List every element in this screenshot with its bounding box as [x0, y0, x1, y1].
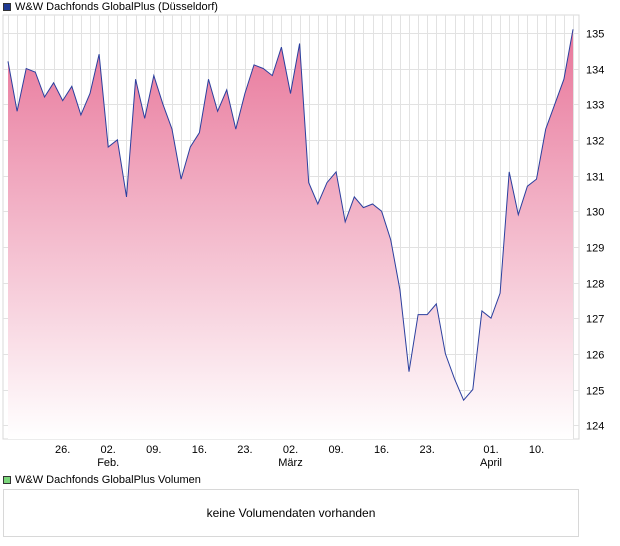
price-area-fill [8, 29, 573, 440]
x-tick-label: 16. [374, 444, 389, 456]
y-tick-label: 127 [586, 314, 604, 326]
price-legend: W&W Dachfonds GlobalPlus (Düsseldorf) [3, 0, 218, 14]
price-series-line [7, 29, 574, 402]
x-tick-label: 09. [146, 444, 161, 456]
y-tick-label: 129 [586, 243, 604, 255]
volume-empty-message: keine Volumendaten vorhanden [206, 506, 376, 520]
x-tick-label: 09. [328, 444, 343, 456]
price-legend-swatch [3, 3, 11, 11]
x-tick-label: 10. [529, 444, 544, 456]
x-tick-label: 16. [192, 444, 207, 456]
price-legend-label: W&W Dachfonds GlobalPlus (Düsseldorf) [15, 1, 218, 13]
x-tick-label: 23. [420, 444, 435, 456]
y-tick-label: 125 [586, 386, 604, 398]
y-tick-label: 126 [586, 350, 604, 362]
x-tick-month-label: April [480, 457, 502, 469]
y-tick-label: 131 [586, 172, 604, 184]
x-tick-label: 02. [283, 444, 298, 456]
x-tick-month-label: März [278, 457, 302, 469]
x-tick-label: 01. [483, 444, 498, 456]
y-axis-labels: 124 125 126 127 128 129 130 131 132 133 134 135 [586, 29, 604, 433]
y-tick-label: 128 [586, 279, 604, 291]
volume-panel: keine Volumendaten vorhanden [3, 489, 579, 537]
x-tick-label: 23. [237, 444, 252, 456]
volume-legend: W&W Dachfonds GlobalPlus Volumen [3, 473, 201, 487]
y-tick-label: 135 [586, 29, 604, 41]
volume-legend-label: W&W Dachfonds GlobalPlus Volumen [15, 474, 201, 486]
x-tick-label: 02. [101, 444, 116, 456]
y-tick-label: 130 [586, 207, 604, 219]
y-tick-label: 134 [586, 65, 604, 77]
volume-legend-swatch [3, 476, 11, 484]
x-tick-month-label: Feb. [97, 457, 119, 469]
y-tick-label: 124 [586, 421, 604, 433]
y-tick-label: 133 [586, 100, 604, 112]
y-tick-label: 132 [586, 136, 604, 148]
x-tick-label: 26. [55, 444, 70, 456]
price-chart: 124 125 126 127 128 129 130 131 132 133 134 135 26.… [2, 14, 604, 469]
